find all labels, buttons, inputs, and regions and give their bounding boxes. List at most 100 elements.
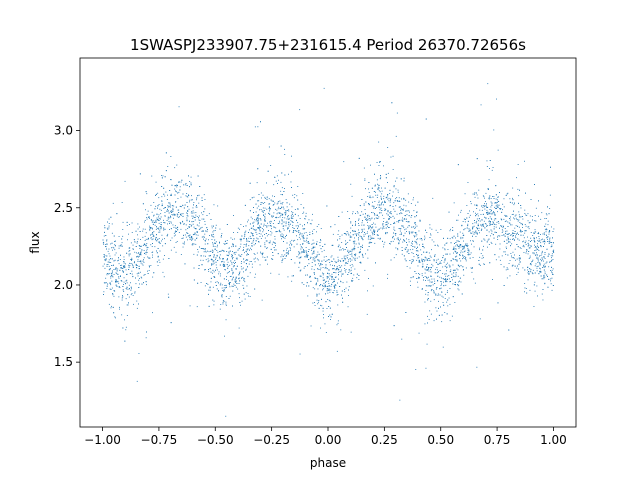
- data-point: [422, 244, 423, 245]
- data-point: [109, 273, 110, 274]
- data-point: [136, 252, 137, 253]
- data-point: [273, 242, 274, 243]
- data-point: [470, 201, 471, 202]
- data-point: [521, 248, 522, 249]
- data-point: [141, 252, 142, 253]
- data-point: [222, 297, 223, 298]
- data-point: [466, 218, 467, 219]
- data-point: [505, 216, 506, 217]
- data-point: [544, 234, 545, 235]
- data-point: [117, 274, 118, 275]
- data-point: [229, 283, 230, 284]
- data-point: [341, 271, 342, 272]
- data-point: [180, 206, 181, 207]
- data-point: [108, 228, 109, 229]
- data-point: [246, 246, 247, 247]
- data-point: [378, 185, 379, 186]
- data-point: [370, 220, 371, 221]
- data-point: [116, 273, 117, 274]
- data-point: [199, 195, 200, 196]
- data-point: [430, 282, 431, 283]
- data-point: [172, 205, 173, 206]
- data-point: [116, 253, 117, 254]
- data-point: [479, 249, 480, 250]
- data-point: [344, 256, 345, 257]
- data-point: [385, 233, 386, 234]
- data-point: [239, 248, 240, 249]
- data-point: [282, 259, 283, 260]
- data-point: [544, 243, 545, 244]
- data-point: [430, 267, 431, 268]
- data-point: [307, 265, 308, 266]
- data-point: [419, 231, 420, 232]
- data-point: [419, 274, 420, 275]
- data-point: [426, 266, 427, 267]
- data-point: [312, 248, 313, 249]
- data-point: [127, 315, 128, 316]
- data-point: [426, 232, 427, 233]
- data-point: [223, 266, 224, 267]
- data-point: [352, 281, 353, 282]
- data-point: [133, 304, 134, 305]
- data-point: [535, 246, 536, 247]
- data-point: [263, 226, 264, 227]
- data-point: [420, 249, 421, 250]
- data-point: [364, 234, 365, 235]
- data-point: [456, 220, 457, 221]
- data-point: [153, 216, 154, 217]
- data-point: [248, 249, 249, 250]
- data-point: [168, 258, 169, 259]
- data-point: [143, 203, 144, 204]
- data-point: [215, 243, 216, 244]
- data-point: [181, 206, 182, 207]
- data-point: [192, 216, 193, 217]
- data-point: [541, 255, 542, 256]
- data-point: [336, 277, 337, 278]
- data-point: [530, 271, 531, 272]
- data-point: [376, 207, 377, 208]
- data-point: [224, 251, 225, 252]
- data-point: [370, 219, 371, 220]
- data-point: [364, 229, 365, 230]
- data-point: [367, 231, 368, 232]
- data-point: [140, 231, 141, 232]
- data-point: [247, 221, 248, 222]
- data-point: [118, 296, 119, 297]
- data-point: [130, 290, 131, 291]
- data-point: [181, 215, 182, 216]
- data-point: [329, 300, 330, 301]
- data-point: [121, 244, 122, 245]
- data-point: [327, 290, 328, 291]
- data-point: [540, 234, 541, 235]
- data-point: [381, 210, 382, 211]
- data-point: [176, 165, 177, 166]
- data-point: [408, 239, 409, 240]
- data-point: [370, 226, 371, 227]
- data-point: [251, 233, 252, 234]
- data-point: [139, 227, 140, 228]
- data-point: [450, 271, 451, 272]
- data-point: [363, 257, 364, 258]
- data-point: [355, 221, 356, 222]
- data-point: [314, 261, 315, 262]
- data-point: [412, 261, 413, 262]
- data-point: [484, 221, 485, 222]
- data-point: [186, 237, 187, 238]
- data-point: [138, 304, 139, 305]
- data-point: [271, 228, 272, 229]
- data-point: [422, 240, 423, 241]
- data-point: [532, 272, 533, 273]
- data-point: [244, 244, 245, 245]
- data-point: [213, 246, 214, 247]
- data-point: [212, 227, 213, 228]
- data-point: [283, 235, 284, 236]
- data-point: [261, 198, 262, 199]
- data-point: [178, 182, 179, 183]
- data-point: [373, 286, 374, 287]
- data-point: [419, 261, 420, 262]
- data-point: [286, 223, 287, 224]
- data-point: [113, 265, 114, 266]
- data-point: [452, 279, 453, 280]
- data-point: [172, 238, 173, 239]
- data-point: [110, 256, 111, 257]
